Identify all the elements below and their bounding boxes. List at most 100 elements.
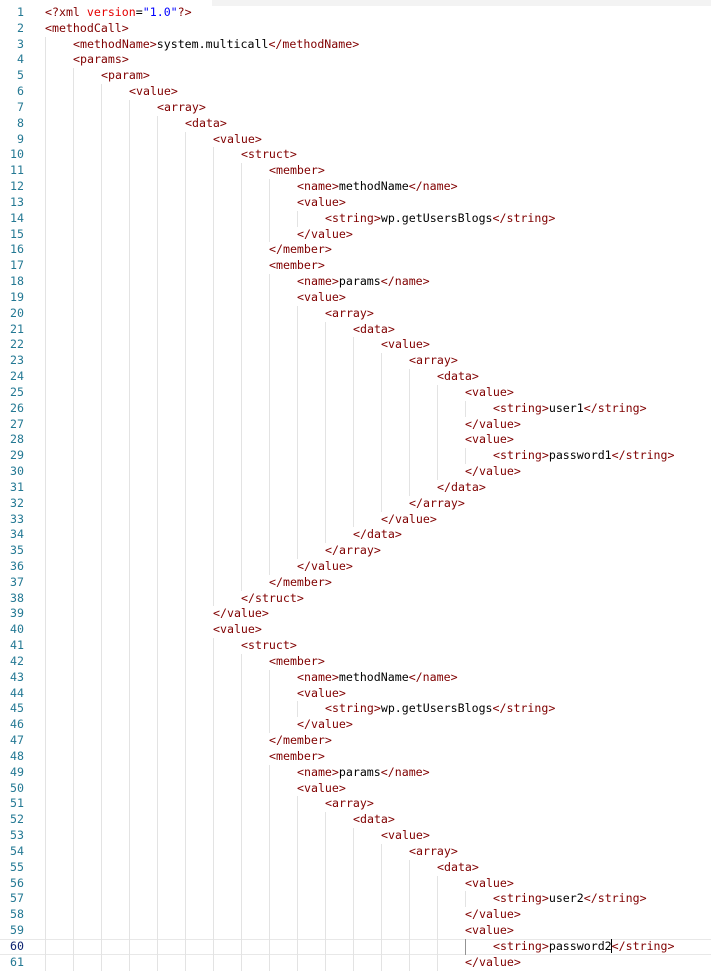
code-line[interactable]: 49 <name>params</name> <box>0 764 711 781</box>
code-line[interactable]: 32 </array> <box>0 495 711 512</box>
indent-guide <box>157 479 158 496</box>
indent-guide <box>101 685 102 702</box>
code-line[interactable]: 36 </value> <box>0 558 711 575</box>
line-number: 41 <box>10 638 24 653</box>
code-line[interactable]: 1 <?xml version="1.0"?> <box>0 5 711 21</box>
line-number: 36 <box>10 558 24 573</box>
code-line[interactable]: 26 <string>user1</string> <box>0 400 711 417</box>
code-line[interactable]: 12 <name>methodName</name> <box>0 179 711 195</box>
code-line[interactable]: 60 <string>password2</string> <box>0 938 711 955</box>
indent-guide <box>465 938 466 955</box>
code-line[interactable]: 59 <value> <box>0 923 711 939</box>
indent-guide <box>101 574 102 591</box>
code-line[interactable]: 30 </value> <box>0 464 711 480</box>
code-line[interactable]: 18 <name>params</name> <box>0 274 711 290</box>
indent-guide <box>269 464 270 480</box>
code-line[interactable]: 14 <string>wp.getUsersBlogs</string> <box>0 210 711 227</box>
indent-guide <box>185 226 186 243</box>
code-line[interactable]: 23 <array> <box>0 353 711 370</box>
indent-guide <box>241 748 242 765</box>
code-line[interactable]: 31 </data> <box>0 479 711 496</box>
code-line[interactable]: 11 <member> <box>0 163 711 180</box>
indent-guide <box>129 464 130 480</box>
code-line[interactable]: 9 <value> <box>0 131 711 148</box>
code-line[interactable]: 56 <value> <box>0 875 711 892</box>
code-line[interactable]: 50 <value> <box>0 780 711 797</box>
code-text: <data> <box>353 321 395 336</box>
code-line[interactable]: 42 <member> <box>0 653 711 670</box>
code-line[interactable]: 34 </data> <box>0 527 711 544</box>
code-line[interactable]: 19 <value> <box>0 289 711 306</box>
indent-guide <box>45 289 46 306</box>
code-line[interactable]: 54 <array> <box>0 843 711 860</box>
code-line[interactable]: 61 </value> <box>0 954 711 971</box>
indent-guide <box>157 448 158 465</box>
code-line[interactable]: 15 </value> <box>0 226 711 243</box>
indent-guide <box>45 131 46 148</box>
code-line[interactable]: 41 <struct> <box>0 638 711 654</box>
indent-guide <box>241 242 242 259</box>
indent-guide <box>241 384 242 401</box>
code-line[interactable]: 48 <member> <box>0 748 711 765</box>
code-line[interactable]: 43 <name>methodName</name> <box>0 669 711 686</box>
code-line[interactable]: 17 <member> <box>0 258 711 275</box>
code-line[interactable]: 44 <value> <box>0 685 711 702</box>
indent-guide <box>213 701 214 718</box>
indent-guide <box>157 210 158 227</box>
indent-guide <box>241 369 242 385</box>
code-line[interactable]: 3 <methodName>system.multicall</methodNam… <box>0 36 711 53</box>
indent-guide <box>101 543 102 559</box>
code-line[interactable]: 13 <value> <box>0 194 711 211</box>
code-line[interactable]: 35 </array> <box>0 543 711 559</box>
indent-guide <box>185 780 186 797</box>
indent-guide <box>45 384 46 401</box>
indent-guide <box>185 353 186 370</box>
code-line[interactable]: 51 <array> <box>0 796 711 813</box>
code-line[interactable]: 20 <array> <box>0 305 711 322</box>
code-line[interactable]: 47 </member> <box>0 733 711 749</box>
code-line[interactable]: 24 <data> <box>0 369 711 385</box>
indent-guide <box>157 527 158 544</box>
code-line[interactable]: 33 </value> <box>0 511 711 528</box>
code-line[interactable]: 6 <value> <box>0 84 711 100</box>
indent-guide <box>101 289 102 306</box>
code-line[interactable]: 22 <value> <box>0 337 711 354</box>
indent-guide <box>129 400 130 417</box>
indent-guide <box>129 274 130 290</box>
code-line[interactable]: 46 </value> <box>0 717 711 734</box>
code-text: </data> <box>353 527 402 542</box>
code-line[interactable]: 37 </member> <box>0 574 711 591</box>
code-line[interactable]: 29 <string>password1</string> <box>0 448 711 465</box>
code-line[interactable]: 4 <params> <box>0 52 711 69</box>
indent-guide <box>241 511 242 528</box>
line-number: 17 <box>10 258 24 273</box>
code-line[interactable]: 2 <methodCall> <box>0 21 711 37</box>
code-line[interactable]: 57 <string>user2</string> <box>0 891 711 908</box>
code-line[interactable]: 7 <array> <box>0 99 711 116</box>
code-line[interactable]: 16 </member> <box>0 242 711 259</box>
code-editor[interactable]: 1 <?xml version="1.0"?> 2 <methodCall> 3 <met… <box>0 5 711 971</box>
code-line[interactable]: 8 <data> <box>0 115 711 132</box>
code-line[interactable]: 5 <param> <box>0 68 711 85</box>
code-text: </data> <box>437 479 486 494</box>
indent-guide <box>241 717 242 734</box>
indent-guide <box>381 448 382 465</box>
indent-guide <box>297 923 298 939</box>
code-line[interactable]: 25 <value> <box>0 384 711 401</box>
code-line[interactable]: 38 </struct> <box>0 590 711 607</box>
code-line[interactable]: 55 <data> <box>0 859 711 876</box>
code-line[interactable]: 10 <struct> <box>0 147 711 164</box>
indent-guide <box>409 432 410 449</box>
code-line[interactable]: 21 <data> <box>0 321 711 338</box>
code-line[interactable]: 52 <data> <box>0 812 711 829</box>
indent-guide <box>185 210 186 227</box>
code-line[interactable]: 39 </value> <box>0 606 711 623</box>
code-line[interactable]: 45 <string>wp.getUsersBlogs</string> <box>0 701 711 718</box>
code-line[interactable]: 28 <value> <box>0 432 711 449</box>
code-line[interactable]: 58 </value> <box>0 907 711 924</box>
code-line[interactable]: 27 </value> <box>0 416 711 433</box>
indent-guide <box>45 907 46 924</box>
code-line[interactable]: 40 <value> <box>0 622 711 639</box>
code-line[interactable]: 53 <value> <box>0 828 711 844</box>
indent-guide <box>157 511 158 528</box>
